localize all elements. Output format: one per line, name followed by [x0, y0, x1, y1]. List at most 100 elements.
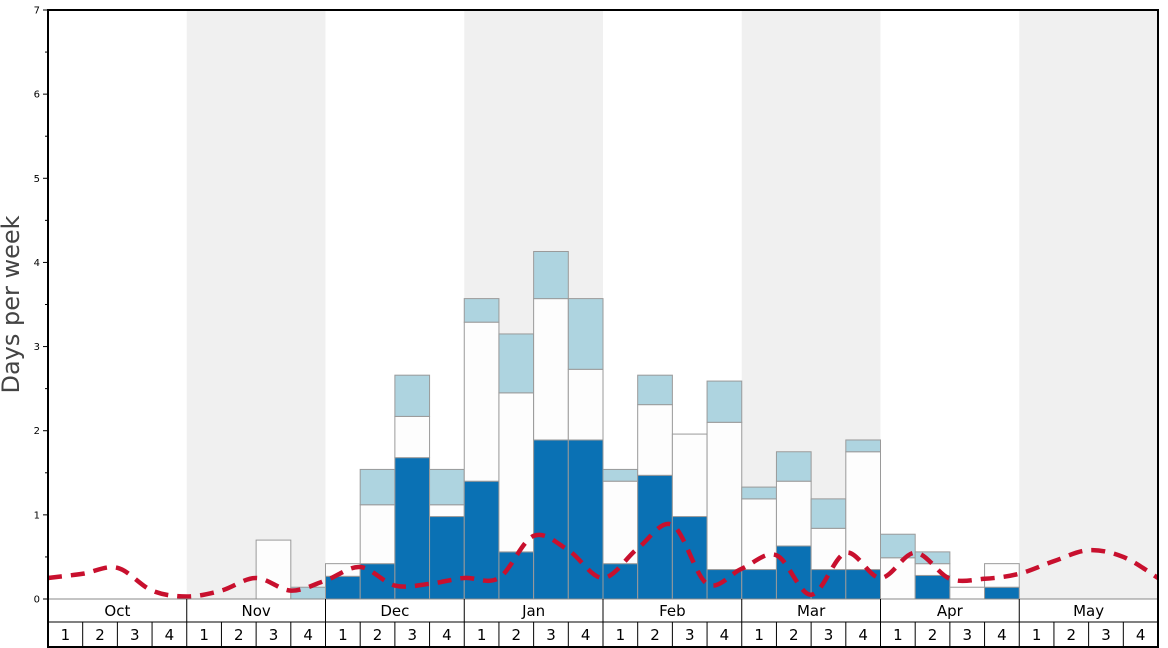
week-label: 4	[581, 626, 591, 644]
bar-segment-1	[533, 298, 569, 441]
y-tick-label: 1	[34, 510, 40, 521]
week-label: 3	[269, 626, 279, 644]
week-label: 4	[997, 626, 1007, 644]
bar-segment-0	[359, 563, 396, 600]
y-axis: 0 1 2 3 4 5 6 7	[34, 6, 48, 606]
week-label: 4	[1136, 626, 1146, 644]
bar-segment-1	[706, 421, 743, 571]
bar-segment-1	[255, 539, 292, 600]
bar-segment-1	[775, 480, 812, 547]
month-label-jan: Jan	[521, 602, 545, 620]
bar-segment-2	[880, 533, 916, 559]
week-label: 4	[303, 626, 313, 644]
bar-segment-1	[845, 451, 881, 571]
bar-segment-1	[498, 392, 535, 553]
week-label: 2	[1067, 626, 1077, 644]
week-label: 1	[477, 626, 487, 644]
y-tick-label: 3	[34, 342, 40, 353]
plot-frame	[47, 9, 1159, 648]
week-label: 4	[165, 626, 175, 644]
y-tick-label: 6	[34, 90, 40, 101]
week-label: 1	[1032, 626, 1042, 644]
bar-segment-1	[394, 415, 431, 459]
y-tick-label: 2	[34, 426, 40, 437]
week-label: 4	[858, 626, 868, 644]
week-label: 4	[720, 626, 730, 644]
month-label-mar: Mar	[797, 602, 826, 620]
bar-segment-0	[394, 457, 431, 600]
bar-segment-1	[810, 527, 847, 571]
week-label: 4	[442, 626, 452, 644]
month-shade-nov	[186, 10, 326, 599]
week-label: 3	[407, 626, 417, 644]
bar-segment-0	[533, 439, 569, 600]
bar-segment-2	[498, 333, 535, 394]
week-label: 3	[130, 626, 140, 644]
bar-segment-2	[602, 468, 639, 482]
bar-segment-0	[914, 574, 951, 600]
week-label: 1	[754, 626, 764, 644]
week-label: 1	[893, 626, 903, 644]
bar-segment-0	[810, 569, 847, 600]
week-label: 2	[789, 626, 799, 644]
month-label-may: May	[1073, 602, 1104, 620]
week-label: 1	[616, 626, 626, 644]
trend-line-path	[47, 521, 1160, 599]
bars	[255, 250, 1020, 600]
bar-segment-2	[741, 486, 777, 500]
month-label-dec: Dec	[380, 602, 409, 620]
bar-segment-2	[567, 298, 604, 370]
bar-segment-1	[567, 368, 604, 441]
month-label-feb: Feb	[659, 602, 686, 620]
week-label: 1	[338, 626, 348, 644]
bar-segment-2	[845, 439, 881, 453]
trend-line	[47, 521, 1160, 599]
week-label: 2	[373, 626, 383, 644]
month-label-nov: Nov	[241, 602, 270, 620]
bar-segment-2	[810, 498, 847, 529]
bar-segment-2	[359, 468, 396, 506]
bar-segment-1	[359, 504, 396, 565]
bar-segment-0	[637, 474, 673, 600]
week-label: 3	[546, 626, 556, 644]
week-label: 3	[962, 626, 972, 644]
bar-segment-1	[463, 321, 500, 482]
bar-segment-1	[671, 433, 708, 518]
month-shade-may	[1019, 10, 1158, 599]
bar-segment-2	[637, 374, 673, 406]
bar-segment-1	[637, 404, 673, 476]
week-label: 2	[234, 626, 244, 644]
bar-segment-2	[775, 451, 812, 482]
bar-segment-1	[880, 557, 916, 600]
week-label: 3	[685, 626, 695, 644]
week-label: 1	[61, 626, 71, 644]
y-tick-label: 7	[34, 6, 40, 17]
x-axis: Oct 1 2 3 4 Nov 1 2 3 4 Dec 1 2 3 4 Jan 1 2 3 4 Feb 1 2 3 4 Mar 1 2…	[48, 598, 1158, 647]
bar-segment-2	[463, 298, 500, 323]
bar-segment-0	[429, 516, 465, 600]
bar-segment-2	[533, 250, 569, 300]
bar-segment-1	[429, 504, 465, 518]
y-tick-label: 4	[34, 258, 40, 269]
y-axis-title: Days per week	[0, 215, 25, 393]
bar-segment-2	[706, 380, 743, 423]
bar-segment-2	[429, 468, 465, 506]
y-tick-label: 0	[34, 595, 40, 606]
bar-segment-0	[325, 575, 361, 600]
week-label: 3	[1101, 626, 1111, 644]
bar-segment-0	[741, 569, 777, 600]
bar-segment-2	[394, 374, 431, 417]
week-label: 1	[199, 626, 209, 644]
month-label-oct: Oct	[104, 602, 130, 620]
month-label-apr: Apr	[937, 602, 964, 620]
bar-segment-1	[984, 563, 1020, 588]
y-tick-label: 5	[34, 174, 40, 185]
bar-segment-1	[949, 586, 986, 600]
bar-segment-0	[984, 586, 1020, 600]
week-label: 2	[512, 626, 522, 644]
week-label: 2	[928, 626, 938, 644]
week-label: 2	[650, 626, 660, 644]
week-label: 2	[95, 626, 105, 644]
bar-segment-0	[498, 551, 535, 600]
